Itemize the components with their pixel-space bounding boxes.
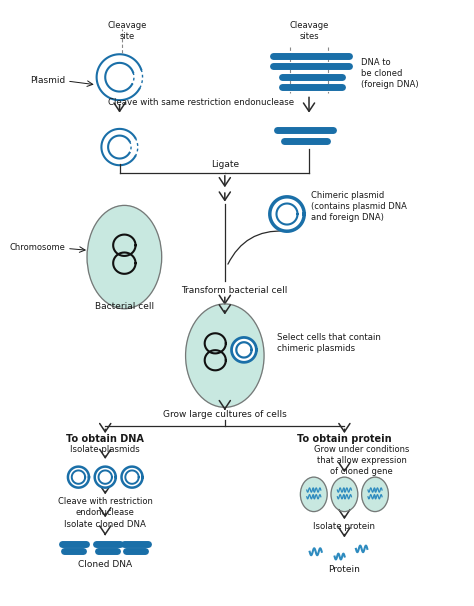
Text: Protein: Protein (328, 565, 360, 574)
Text: Isolate protein: Isolate protein (313, 522, 375, 531)
Text: Isolate cloned DNA: Isolate cloned DNA (64, 520, 146, 529)
Polygon shape (121, 467, 143, 488)
Polygon shape (231, 338, 256, 362)
Ellipse shape (331, 477, 358, 511)
Text: Chimeric plasmid
(contains plasmid DNA
and foreign DNA): Chimeric plasmid (contains plasmid DNA a… (311, 191, 407, 222)
Polygon shape (125, 470, 139, 484)
Polygon shape (276, 204, 298, 225)
Text: Bacterial cell: Bacterial cell (95, 302, 154, 311)
Text: To obtain protein: To obtain protein (297, 434, 392, 444)
Text: Grow under conditions
that allow expression
of cloned gene: Grow under conditions that allow express… (314, 445, 410, 476)
Text: Transform bacterial cell: Transform bacterial cell (181, 286, 288, 295)
Polygon shape (68, 467, 89, 488)
Polygon shape (99, 470, 112, 484)
Polygon shape (95, 467, 116, 488)
Ellipse shape (186, 304, 264, 407)
Text: Ligate: Ligate (211, 160, 239, 169)
Text: To obtain DNA: To obtain DNA (66, 434, 144, 444)
Text: Cleave with restriction
endonuclease: Cleave with restriction endonuclease (58, 497, 153, 518)
Text: Cleave with same restriction endonuclease: Cleave with same restriction endonucleas… (108, 98, 294, 107)
Ellipse shape (362, 477, 388, 511)
Text: Select cells that contain
chimeric plasmids: Select cells that contain chimeric plasm… (277, 333, 381, 353)
Polygon shape (72, 470, 85, 484)
Text: Cleavage
site: Cleavage site (108, 21, 147, 41)
Text: DNA to
be cloned
(foreign DNA): DNA to be cloned (foreign DNA) (361, 58, 418, 89)
Ellipse shape (87, 205, 162, 308)
Ellipse shape (301, 477, 327, 511)
Polygon shape (237, 342, 252, 358)
Text: Isolate plasmids: Isolate plasmids (70, 445, 140, 454)
Polygon shape (270, 197, 304, 231)
Text: Chromosome: Chromosome (9, 243, 65, 252)
Text: Cleavage
sites: Cleavage sites (289, 21, 328, 41)
Text: Cloned DNA: Cloned DNA (78, 561, 132, 570)
Text: Grow large cultures of cells: Grow large cultures of cells (163, 410, 287, 419)
Text: Plasmid: Plasmid (30, 76, 65, 85)
